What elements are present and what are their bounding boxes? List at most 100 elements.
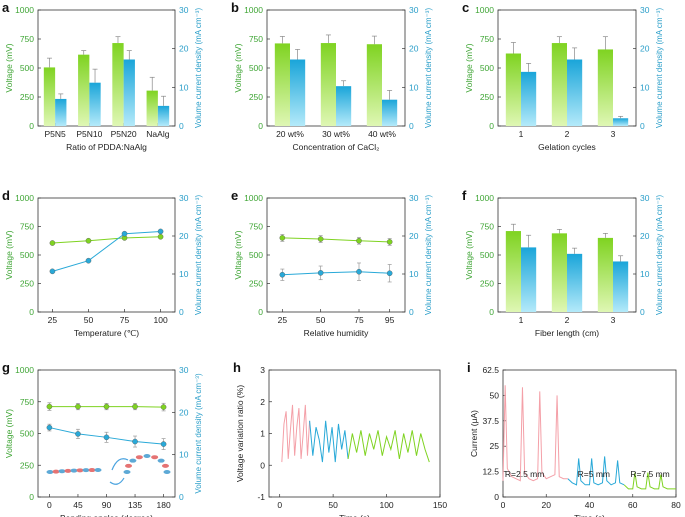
y-tick-label: 12.5 [482, 467, 499, 477]
x-axis-label: Bending angles (degree) [60, 513, 153, 517]
x-tick-label: 20 wt% [276, 129, 304, 139]
y2-axis-label: Volume current density (mA cm⁻³) [655, 195, 664, 316]
y-tick-label: 1000 [15, 365, 34, 375]
fiber-segment [88, 468, 96, 473]
y-tick-label: 1000 [244, 193, 263, 203]
y-tick-label: 3 [260, 365, 265, 375]
voltage-point [160, 404, 167, 410]
y-tick-label: 250 [249, 92, 263, 102]
current-bar [55, 98, 67, 126]
blue-signal-trace [309, 420, 349, 463]
y-tick-label: 250 [480, 279, 494, 289]
x-tick-label: P5N5 [44, 129, 66, 139]
current-point [49, 268, 56, 275]
x-tick-label: P5N20 [111, 129, 137, 139]
voltage-point [279, 235, 286, 241]
y-tick-label: 50 [490, 390, 500, 400]
y-tick-label: 37.5 [482, 416, 499, 426]
y-tick-label: 0 [489, 307, 494, 317]
current-bar [336, 86, 352, 126]
x-tick-label: 0 [501, 500, 506, 510]
x-tick-label: 60 [628, 500, 638, 510]
panel-label: e [231, 188, 238, 203]
current-point [103, 434, 110, 441]
y-axis-label: Voltage (mV) [464, 230, 474, 279]
y2-tick-label: 0 [409, 307, 414, 317]
x-tick-label: 50 [328, 500, 338, 510]
x-axis-label: Concentration of CaCl₂ [293, 142, 380, 152]
y-tick-label: 62.5 [482, 365, 499, 375]
current-bar [567, 253, 583, 312]
panel-label: h [233, 360, 241, 375]
x-tick-label: 0 [277, 500, 282, 510]
voltage-bar [551, 233, 567, 312]
y2-tick-label: 10 [179, 269, 189, 279]
x-tick-label: 40 wt% [368, 129, 396, 139]
x-tick-label: 90 [102, 500, 112, 510]
voltage-point [132, 403, 138, 410]
y-tick-label: 500 [20, 250, 34, 260]
voltage-point [46, 403, 53, 410]
voltage-point [49, 240, 56, 246]
plot-frame [37, 197, 176, 313]
y-tick-label: 750 [249, 34, 263, 44]
x-tick-label: 75 [120, 315, 130, 325]
x-tick-label: 100 [379, 500, 393, 510]
y-tick-label: 1000 [475, 5, 494, 15]
y2-tick-label: 20 [179, 44, 189, 54]
y2-tick-label: 20 [409, 44, 419, 54]
y2-tick-label: 10 [179, 82, 189, 92]
current-bar [290, 59, 306, 126]
fiber-segment [58, 469, 66, 474]
y2-axis-label: Volume current density (mA cm⁻³) [194, 195, 203, 316]
current-point [121, 230, 128, 237]
y2-tick-label: 20 [409, 231, 419, 241]
fiber-segment [70, 468, 78, 473]
x-axis-label: Time (s) [339, 513, 370, 517]
x-tick-label: 25 [278, 315, 288, 325]
voltage-point [157, 233, 164, 240]
fiber-segment [135, 455, 143, 460]
y-tick-label: 500 [20, 429, 34, 439]
y-tick-label: 500 [480, 63, 494, 73]
y2-axis-label: Volume current density (mA cm⁻³) [424, 8, 433, 129]
y-tick-label: 0 [29, 121, 34, 131]
panel-label: d [2, 188, 10, 203]
y-tick-label: 1000 [15, 5, 34, 15]
x-tick-label: 0 [47, 500, 52, 510]
voltage-bar [366, 44, 382, 126]
fiber-segment [94, 468, 102, 473]
current-point [132, 438, 138, 445]
y-tick-label: 750 [249, 222, 263, 232]
panel-label: i [467, 360, 471, 375]
y-tick-label: 1000 [15, 193, 34, 203]
current-bar [521, 247, 537, 312]
fiber-segment [46, 470, 54, 474]
x-tick-label: 30 wt% [322, 129, 350, 139]
voltage-point [356, 237, 362, 244]
x-tick-label: 75 [354, 315, 364, 325]
voltage-point [103, 403, 110, 410]
bend-arrow-icon [111, 458, 129, 471]
panel-label: c [462, 0, 469, 15]
y2-tick-label: 20 [179, 407, 189, 417]
voltage-bar [551, 43, 567, 127]
panel-label: b [231, 0, 239, 15]
y-tick-label: 250 [20, 279, 34, 289]
current-bar [123, 59, 135, 126]
x-tick-label: 100 [153, 315, 167, 325]
current-bar [613, 261, 629, 312]
panel-i: i 0 12.5 25 37.5 50 62.5 Current (μA) Time (s) 0 2… [467, 360, 681, 517]
y-tick-label: 0 [29, 492, 34, 502]
current-bar [89, 82, 101, 126]
y-axis-label: Voltage (mV) [233, 230, 243, 279]
y-tick-label: 750 [20, 397, 34, 407]
y2-axis-label: Volume current density (mA cm⁻³) [194, 373, 203, 494]
y2-tick-label: 0 [409, 121, 414, 131]
y2-axis-label: Volume current density (mA cm⁻³) [194, 8, 203, 129]
fiber-segment [163, 470, 171, 474]
y-tick-label: 250 [20, 92, 34, 102]
y-tick-label: 1 [260, 429, 265, 439]
y2-tick-label: 0 [179, 121, 184, 131]
